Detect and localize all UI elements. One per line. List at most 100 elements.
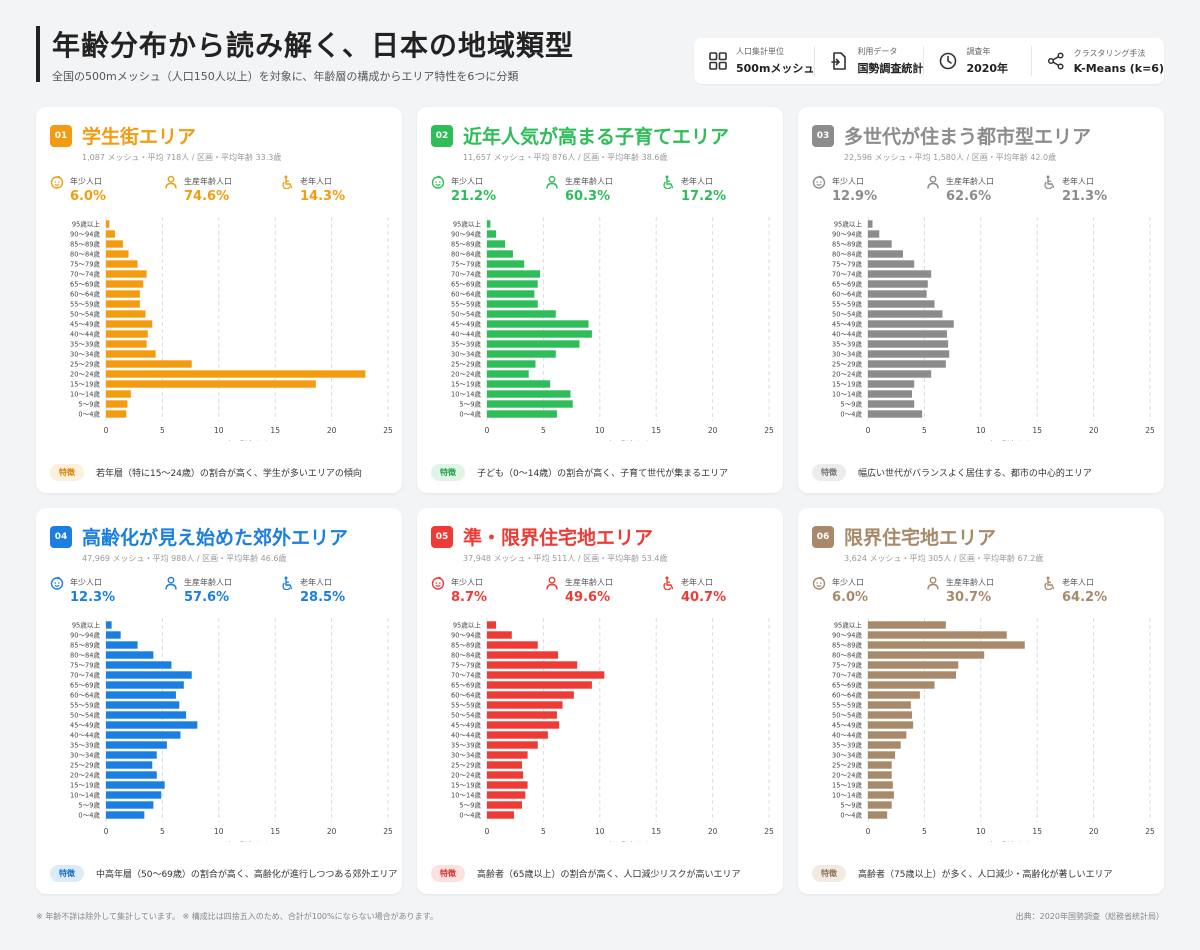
age-bar: [868, 671, 956, 679]
x-tick-label: 25: [764, 827, 774, 836]
age-bar: [487, 681, 592, 689]
stat-label: 老年人口: [1062, 578, 1094, 587]
survey-info-panel: 人口集計単位 500mメッシュ 利用データ 国勢調査統計 調査年 2020年: [694, 38, 1164, 84]
cluster-meta: 37,948 メッシュ・平均 511人 / 区画・平均年齢 53.4歳: [463, 554, 668, 563]
age-category-label: 85〜89歳: [832, 640, 862, 649]
age-bar: [868, 661, 959, 669]
age-category-label: 20〜24歳: [832, 770, 862, 779]
stat-label: 生産年齢人口: [184, 578, 232, 587]
age-bar: [106, 280, 144, 288]
stat-value: 8.7%: [451, 590, 488, 605]
x-axis-label: 人口割合 (%): [988, 840, 1031, 842]
age-category-label: 15〜19歳: [832, 780, 862, 789]
age-category-label: 80〜84歳: [832, 650, 862, 659]
age-category-label: 85〜89歳: [451, 239, 481, 248]
age-category-label: 60〜64歳: [70, 289, 100, 298]
cluster-number-badge: 05: [431, 526, 453, 548]
age-category-label: 0〜4歳: [78, 409, 100, 418]
age-category-label: 45〜49歳: [451, 319, 481, 328]
cluster-meta: 47,969 メッシュ・平均 988人 / 区画・平均年齢 46.6歳: [82, 554, 287, 563]
age-category-label: 45〜49歳: [451, 720, 481, 729]
x-axis-label: 人口割合 (%): [226, 439, 269, 441]
age-bar: [106, 320, 153, 328]
age-bar: [106, 721, 198, 729]
age-bar: [868, 731, 907, 739]
age-bar: [106, 661, 172, 669]
age-bar: [487, 811, 515, 819]
age-distribution-chart: 0 5 10 15 20 25 95歳以上90〜94歳85〜89歳80〜84歳75〜79歳7…: [451, 217, 774, 441]
age-bar: [868, 230, 880, 238]
cluster-number-badge: 02: [431, 125, 453, 147]
age-bar: [868, 250, 903, 258]
age-category-label: 10〜14歳: [70, 790, 100, 799]
age-category-label: 25〜29歳: [832, 760, 862, 769]
stat-label: 老年人口: [681, 177, 713, 186]
age-bar: [106, 400, 128, 408]
age-category-label: 25〜29歳: [70, 359, 100, 368]
age-bar: [868, 220, 873, 228]
x-tick-label: 5: [922, 426, 927, 435]
age-bar: [487, 771, 524, 779]
age-category-label: 80〜84歳: [451, 249, 481, 258]
age-bar: [487, 781, 528, 789]
cluster-feature: 特徴 高齢者（65歳以上）の割合が高く、人口減少リスクが高いエリア: [431, 864, 740, 882]
stat-label: 年少人口: [70, 177, 102, 186]
age-category-label: 10〜14歳: [832, 790, 862, 799]
age-category-label: 40〜44歳: [70, 730, 100, 739]
age-category-label: 40〜44歳: [832, 329, 862, 338]
info-year-value: 2020年: [966, 62, 1009, 75]
age-category-label: 5〜9歳: [78, 399, 100, 408]
age-bar: [487, 671, 605, 679]
x-tick-label: 10: [976, 426, 986, 435]
age-category-label: 15〜19歳: [832, 379, 862, 388]
age-category-label: 55〜59歳: [451, 700, 481, 709]
stat-value: 40.7%: [681, 590, 727, 605]
stat-label: 老年人口: [300, 177, 332, 186]
age-category-label: 20〜24歳: [70, 369, 100, 378]
age-category-label: 35〜39歳: [70, 339, 100, 348]
cluster-feature: 特徴 中高年層（50〜69歳）の割合が高く、高齢化が進行しつつある郊外エリア: [50, 864, 397, 882]
age-bar: [868, 761, 892, 769]
age-bar: [487, 621, 497, 629]
feature-tag: 特徴: [812, 864, 846, 882]
age-bar: [868, 240, 892, 248]
age-bar: [487, 761, 522, 769]
age-bar: [106, 711, 187, 719]
age-bar: [106, 270, 147, 278]
stat-elderly: 老年人口 14.3%: [280, 175, 390, 205]
age-bar: [487, 240, 506, 248]
age-category-label: 85〜89歳: [70, 640, 100, 649]
cluster-card-06: 06 限界住宅地エリア 3,624 メッシュ・平均 305人 / 区画・平均年齢 6…: [798, 508, 1164, 894]
stat-value: 28.5%: [300, 590, 346, 605]
stat-youth: 年少人口 6.0%: [50, 175, 160, 205]
x-tick-label: 0: [866, 426, 871, 435]
age-category-label: 65〜69歳: [832, 680, 862, 689]
feature-tag: 特徴: [431, 864, 465, 882]
age-bar: [487, 250, 513, 258]
child-face-icon: [50, 175, 64, 189]
cluster-feature: 特徴 子ども（0〜14歳）の割合が高く、子育て世代が集まるエリア: [431, 463, 728, 481]
cluster-feature: 特徴 若年層（特に15〜24歳）の割合が高く、学生が多いエリアの傾向: [50, 463, 362, 481]
feature-text: 高齢者（65歳以上）の割合が高く、人口減少リスクが高いエリア: [477, 869, 741, 880]
age-bar: [487, 320, 589, 328]
age-bar: [868, 410, 923, 418]
feature-text: 中高年層（50〜69歳）の割合が高く、高齢化が進行しつつある郊外エリア: [96, 869, 398, 880]
age-bar: [106, 641, 138, 649]
stat-label: 生産年齢人口: [565, 177, 613, 186]
age-bar: [106, 370, 366, 378]
x-axis-label: 人口割合 (%): [226, 840, 269, 842]
age-bar: [868, 280, 928, 288]
age-bar: [487, 310, 556, 318]
stat-youth: 年少人口 8.7%: [431, 576, 541, 606]
age-category-label: 70〜74歳: [451, 670, 481, 679]
age-bar: [487, 360, 536, 368]
age-category-label: 5〜9歳: [840, 800, 862, 809]
age-bar: [868, 270, 932, 278]
age-bar: [487, 691, 574, 699]
info-unit-value: 500mメッシュ: [736, 62, 815, 75]
age-category-label: 95歳以上: [453, 219, 482, 228]
x-tick-label: 25: [383, 827, 393, 836]
age-category-label: 75〜79歳: [451, 660, 481, 669]
child-face-icon: [812, 576, 826, 590]
feature-tag: 特徴: [50, 463, 84, 481]
